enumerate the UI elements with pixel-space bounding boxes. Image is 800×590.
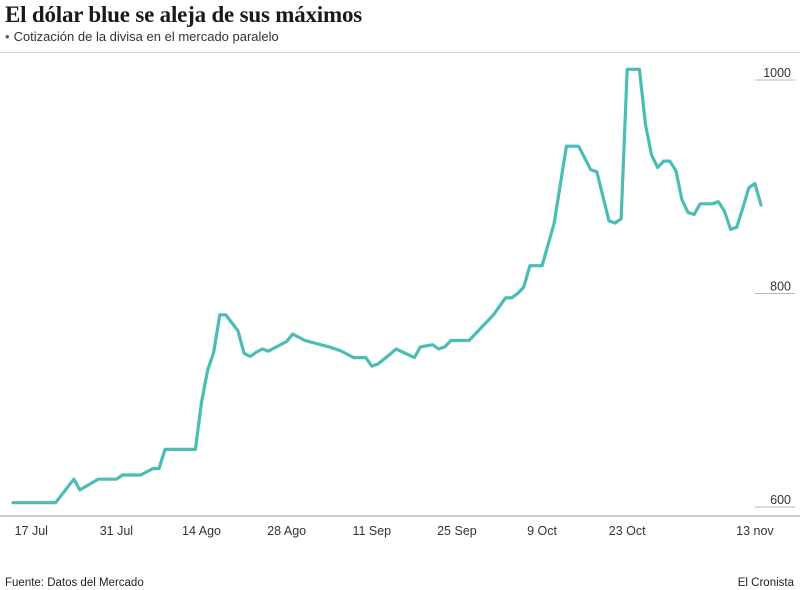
series-line [11,67,763,505]
subtitle-bullet: • [5,29,10,44]
chart-subtitle: • Cotización de la divisa en el mercado p… [5,29,279,44]
y-tick-label-1000: 1000 [763,66,791,80]
brand-credit: El Cronista [737,577,794,589]
chart-title: El dólar blue se aleja de sus máximos [5,2,363,27]
source-note: Fuente: Datos del Mercado [5,577,144,589]
x-tick-label: 28 Ago [267,524,306,538]
x-tick-label: 14 Ago [182,524,221,538]
x-tick-label: 25 Sep [437,524,477,538]
y-tick-label-800: 800 [770,280,791,294]
x-tick-label: 17 Jul [15,524,48,538]
y-tick-label-600: 600 [770,493,791,507]
header-divider [0,52,800,53]
x-tick-label: 9 Oct [527,524,557,538]
x-tick-label: 31 Jul [100,524,133,538]
subtitle-text: Cotización de la divisa en el mercado pa… [13,29,279,44]
x-tick-label: 23 Oct [609,524,646,538]
x-tick-label: 13 nov [736,524,774,538]
x-tick-label: 11 Sep [352,524,391,538]
